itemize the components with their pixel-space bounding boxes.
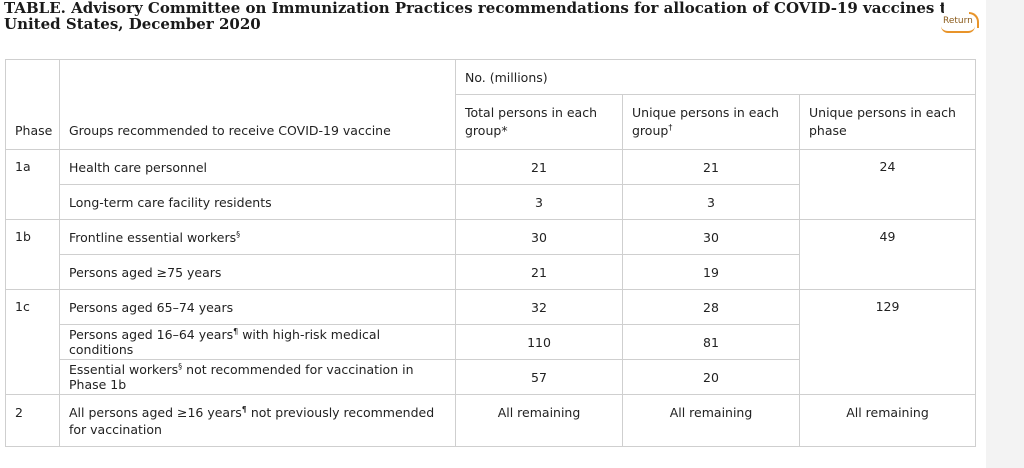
table-row: 2 All persons aged ≥16 years¶ not previo…	[5, 394, 977, 447]
table-title-line-1: TABLE. Advisory Committee on Immunizatio…	[4, 0, 944, 16]
unique-group-cell: 21	[622, 149, 800, 185]
total-cell: All remaining	[455, 394, 623, 447]
group-cell: Persons aged 65–74 years	[59, 289, 456, 325]
unique-group-cell: 19	[622, 254, 800, 290]
table-row: Long-term care facility residents 3 3	[6, 184, 976, 220]
table-row: 1a Health care personnel 21 21 24	[5, 149, 977, 220]
return-label: Return	[943, 16, 973, 26]
total-cell: 57	[455, 359, 623, 395]
return-arrow-icon	[969, 12, 979, 28]
unique-group-cell: All remaining	[622, 394, 800, 447]
phase-cell: 1c	[5, 289, 60, 395]
unique-phase-cell: All remaining	[798, 394, 977, 447]
table-title: TABLE. Advisory Committee on Immunizatio…	[4, 0, 944, 32]
unique-group-cell: 3	[622, 184, 800, 220]
group-cell: Persons aged 16–64 years¶ with high-risk…	[59, 324, 456, 360]
table-row: 1c Persons aged 65–74 years 32 28 129	[5, 289, 977, 395]
return-swoosh-icon	[941, 26, 975, 33]
header-phase: Phase	[5, 59, 60, 150]
unique-group-cell: 81	[622, 324, 800, 360]
unique-group-cell: 28	[622, 289, 800, 325]
header-no-millions: No. (millions)	[454, 59, 977, 95]
header-unique-group: Unique persons in each group†	[622, 94, 800, 150]
unique-phase-cell: 24	[798, 149, 977, 220]
unique-group-cell: 20	[622, 359, 800, 395]
header-groups: Groups recommended to receive COVID-19 v…	[59, 59, 456, 150]
header-row-top: Phase Groups recommended to receive COVI…	[5, 59, 977, 150]
table-title-line-2: United States, December 2020	[4, 16, 261, 32]
total-cell: 32	[455, 289, 623, 325]
phase-cell: 2	[5, 394, 60, 447]
unique-group-cell: 30	[622, 219, 800, 255]
table-row: Essential workers§ not recommended for v…	[6, 359, 976, 395]
group-cell: Persons aged ≥75 years	[59, 254, 456, 290]
header-total-persons: Total persons in each group*	[455, 94, 623, 150]
total-cell: 30	[455, 219, 623, 255]
group-cell: Health care personnel	[59, 149, 456, 185]
table-row: 1b Frontline essential workers§ 30 30 49	[5, 219, 977, 290]
group-cell: Frontline essential workers§	[59, 219, 456, 255]
unique-phase-cell: 49	[798, 219, 977, 290]
page-right-gutter	[986, 0, 1024, 468]
total-cell: 3	[455, 184, 623, 220]
allocation-table-container: Phase Groups recommended to receive COVI…	[5, 59, 977, 447]
total-cell: 21	[455, 149, 623, 185]
header-unique-phase: Unique persons in each phase	[798, 94, 977, 150]
phase-cell: 1a	[5, 149, 60, 220]
group-cell: Essential workers§ not recommended for v…	[59, 359, 456, 395]
total-cell: 110	[455, 324, 623, 360]
return-link[interactable]: Return	[941, 12, 979, 33]
group-cell: All persons aged ≥16 years¶ not previous…	[59, 394, 456, 447]
group-cell: Long-term care facility residents	[59, 184, 456, 220]
phase-cell: 1b	[5, 219, 60, 290]
allocation-table: Phase Groups recommended to receive COVI…	[5, 59, 977, 447]
unique-phase-cell: 129	[798, 289, 977, 395]
total-cell: 21	[455, 254, 623, 290]
header-row-bottom: Total persons in each group* Unique pers…	[6, 94, 977, 150]
